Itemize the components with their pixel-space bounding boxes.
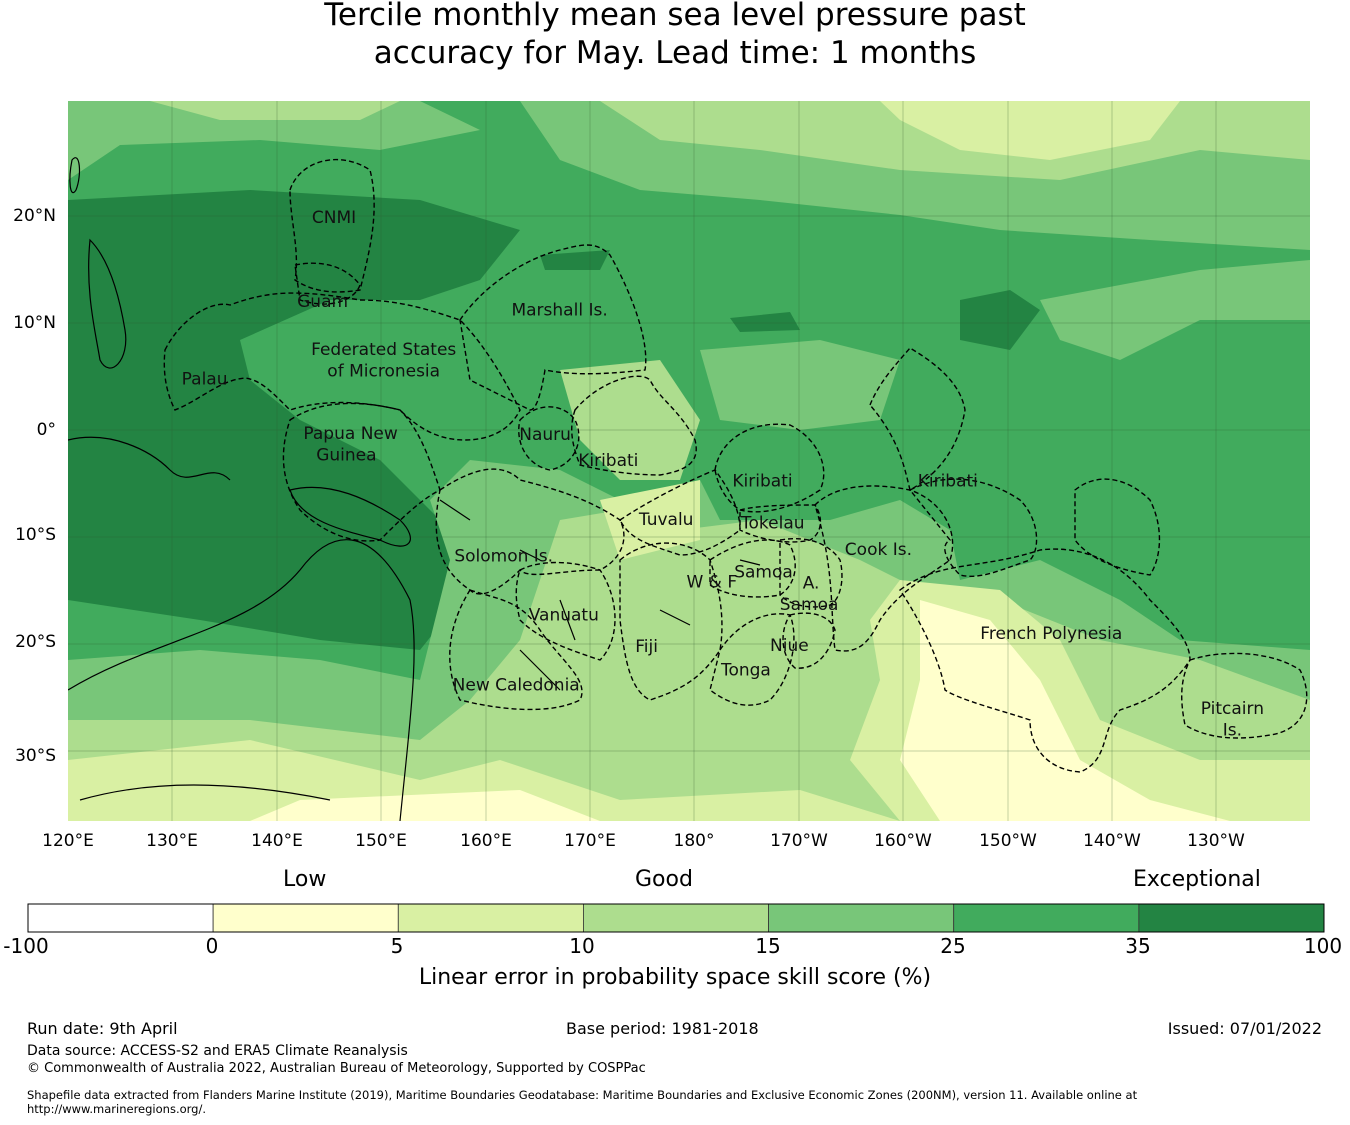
region-label: Tokelau bbox=[740, 513, 805, 533]
map-title-line-1: Tercile monthly mean sea level pressure … bbox=[324, 0, 1026, 33]
region-label: Kiribati bbox=[578, 451, 638, 471]
x-tick-label: 140°E bbox=[251, 831, 303, 851]
skill-field bbox=[68, 101, 1310, 821]
x-tick-label: 170°W bbox=[770, 831, 828, 851]
region-label: Nauru bbox=[519, 425, 571, 445]
colorbar bbox=[27, 903, 1325, 933]
x-tick-label: 140°W bbox=[1083, 831, 1141, 851]
y-tick-label: 30°S bbox=[15, 746, 56, 766]
region-label: Marshall Is. bbox=[511, 301, 607, 321]
y-tick-label: 0° bbox=[36, 420, 56, 440]
colorbar-tick: 0 bbox=[205, 934, 219, 958]
issued-date: Issued: 07/01/2022 bbox=[1167, 1019, 1322, 1038]
colorbar-segment bbox=[953, 903, 1140, 933]
region-label: Solomon Is. bbox=[454, 547, 553, 567]
coastlines bbox=[68, 157, 761, 821]
region-label: Tonga bbox=[720, 661, 771, 681]
x-tick-label: 150°W bbox=[979, 831, 1037, 851]
x-tick-label: 180° bbox=[673, 831, 715, 851]
y-tick-label: 10°N bbox=[13, 313, 56, 333]
colorbar-tick: 25 bbox=[940, 934, 966, 958]
category-low: Low bbox=[283, 867, 327, 892]
region-label: Niue bbox=[770, 636, 809, 656]
y-tick-label: 20°S bbox=[15, 632, 56, 652]
region-label: A. bbox=[803, 573, 820, 593]
region-label: French Polynesia bbox=[980, 624, 1122, 644]
x-tick-label: 120°E bbox=[42, 831, 94, 851]
colorbar-tick: 15 bbox=[755, 934, 781, 958]
colorbar-frame bbox=[27, 903, 1325, 933]
graticule bbox=[68, 101, 1310, 821]
copyright: © Commonwealth of Australia 2022, Austra… bbox=[27, 1061, 646, 1076]
region-label: Is. bbox=[1223, 721, 1242, 741]
colorbar-tick: 35 bbox=[1125, 934, 1151, 958]
y-tick-label: 20°N bbox=[13, 206, 56, 226]
x-tick-label: 130°E bbox=[146, 831, 198, 851]
colorbar-segment bbox=[768, 903, 955, 933]
colorbar-segment bbox=[212, 903, 399, 933]
colorbar-segment bbox=[397, 903, 584, 933]
x-tick-label: 160°E bbox=[460, 831, 512, 851]
data-source: Data source: ACCESS-S2 and ERA5 Climate … bbox=[27, 1043, 408, 1059]
region-label: Papua New bbox=[303, 424, 397, 444]
category-good: Good bbox=[635, 867, 693, 892]
region-label: Samoa bbox=[734, 563, 793, 583]
region-label: of Micronesia bbox=[327, 362, 440, 382]
region-label: Federated States bbox=[311, 340, 456, 360]
map-title-line-2: accuracy for May. Lead time: 1 months bbox=[373, 35, 977, 71]
region-label: Palau bbox=[182, 369, 228, 389]
region-label: Kiribati bbox=[918, 471, 978, 491]
colorbar-tick: 5 bbox=[390, 934, 404, 958]
base-period: Base period: 1981-2018 bbox=[566, 1019, 759, 1038]
region-label: Pitcairn bbox=[1201, 699, 1264, 719]
region-label: Samoa bbox=[780, 595, 839, 615]
x-tick-label: 170°E bbox=[564, 831, 616, 851]
category-exceptional: Exceptional bbox=[1133, 867, 1261, 892]
region-label: Cook Is. bbox=[845, 540, 912, 560]
colorbar-segment bbox=[27, 903, 214, 933]
region-label: Fiji bbox=[635, 637, 658, 657]
region-label: Tuvalu bbox=[638, 510, 694, 530]
region-label: New Caledonia bbox=[453, 676, 580, 696]
x-tick-label: 130°W bbox=[1187, 831, 1245, 851]
colorbar-segment bbox=[1138, 903, 1325, 933]
region-label: Vanuatu bbox=[529, 606, 599, 626]
x-tick-label: 160°W bbox=[874, 831, 932, 851]
shapefile-credit: Shapefile data extracted from Flanders M… bbox=[27, 1088, 1138, 1116]
y-tick-label: 10°S bbox=[15, 525, 56, 545]
colorbar-segment bbox=[583, 903, 769, 933]
region-label: Guam bbox=[297, 292, 348, 312]
region-label: W & F bbox=[686, 572, 737, 592]
region-label: CNMI bbox=[312, 208, 356, 228]
colorbar-label: Linear error in probability space skill … bbox=[418, 965, 932, 990]
run-date: Run date: 9th April bbox=[27, 1019, 178, 1038]
eez-boundaries bbox=[163, 158, 1308, 773]
region-label: Guinea bbox=[316, 446, 376, 466]
colorbar-tick: 100 bbox=[1303, 934, 1343, 958]
colorbar-tick: -100 bbox=[3, 934, 49, 958]
region-label: Kiribati bbox=[732, 471, 792, 491]
x-tick-label: 150°E bbox=[355, 831, 407, 851]
colorbar-tick: 10 bbox=[569, 934, 595, 958]
